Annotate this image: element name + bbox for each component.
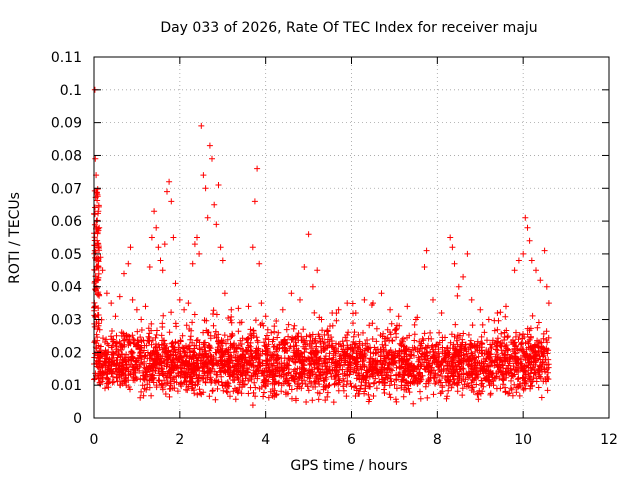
x-tick-label: 0 <box>90 432 99 448</box>
y-tick-label: 0 <box>73 411 82 427</box>
data-points <box>91 86 552 409</box>
y-tick-label: 0.04 <box>51 280 82 296</box>
y-tick-label: 0.08 <box>51 148 82 164</box>
y-axis-ticks: 0 0.01 0.02 0.03 0.04 0.05 0.06 0.07 0.08 0.09 0.1… <box>51 50 609 427</box>
x-axis-ticks: 0 2 4 6 8 10 12 <box>90 57 618 448</box>
x-tick-label: 6 <box>347 432 356 448</box>
chart-title: Day 033 of 2026, Rate Of TEC Index for r… <box>160 20 537 36</box>
x-axis-label: GPS time / hours <box>290 458 407 474</box>
y-tick-label: 0.06 <box>51 214 82 230</box>
y-tick-label: 0.09 <box>51 116 82 132</box>
x-tick-label: 2 <box>175 432 184 448</box>
x-tick-label: 8 <box>433 432 442 448</box>
y-tick-label: 0.03 <box>51 313 82 329</box>
y-tick-label: 0.1 <box>60 83 82 99</box>
x-tick-label: 10 <box>514 432 532 448</box>
y-tick-label: 0.07 <box>51 181 82 197</box>
y-tick-label: 0.02 <box>51 345 82 361</box>
y-axis-label: ROTI / TECUs <box>7 192 23 284</box>
x-tick-label: 4 <box>261 432 270 448</box>
y-tick-label: 0.11 <box>51 50 82 66</box>
y-tick-label: 0.01 <box>51 378 82 394</box>
x-tick-label: 12 <box>600 432 618 448</box>
y-tick-label: 0.05 <box>51 247 82 263</box>
roti-point-markers <box>91 86 552 409</box>
